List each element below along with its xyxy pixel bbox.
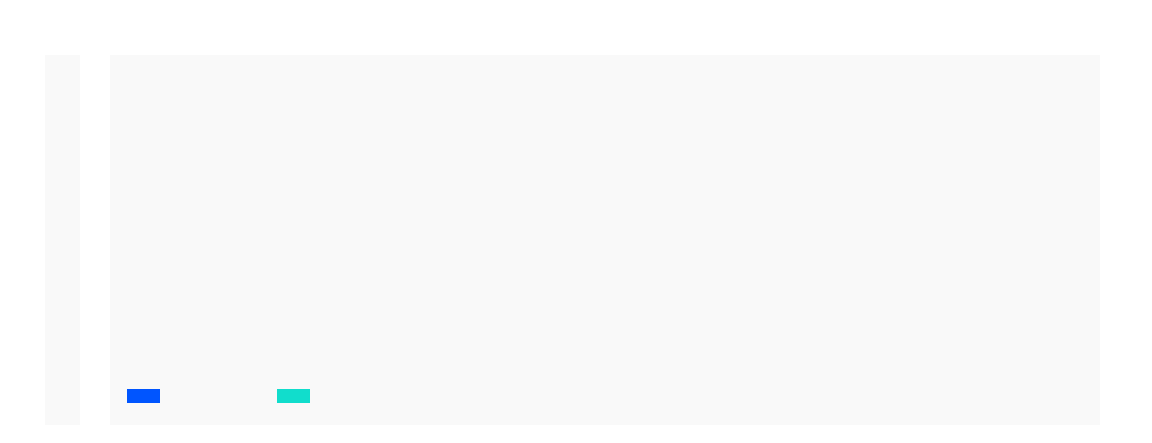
temp-axis-panel bbox=[45, 55, 80, 425]
rain-swatch bbox=[127, 389, 160, 403]
cloud-density-scale bbox=[949, 385, 1094, 399]
chart-panel bbox=[110, 55, 1100, 425]
showers-swatch bbox=[277, 389, 310, 403]
